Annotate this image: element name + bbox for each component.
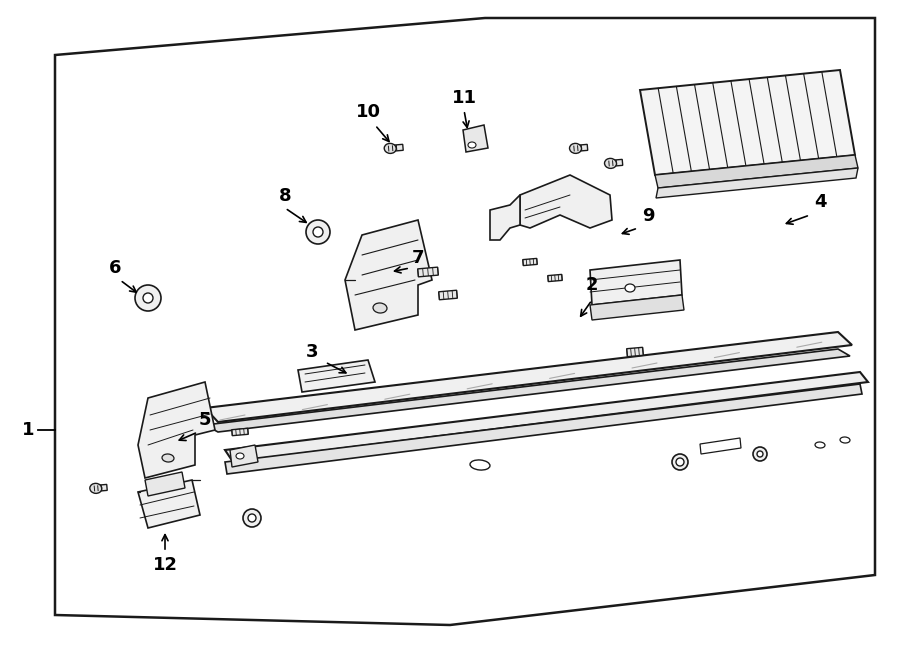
Text: 4: 4: [814, 193, 826, 211]
Ellipse shape: [840, 437, 850, 443]
Polygon shape: [640, 70, 855, 175]
Polygon shape: [590, 260, 682, 305]
Text: 5: 5: [199, 411, 212, 429]
Polygon shape: [438, 290, 457, 300]
Ellipse shape: [135, 285, 161, 311]
Text: 12: 12: [152, 556, 177, 574]
Polygon shape: [205, 349, 850, 432]
Polygon shape: [655, 155, 858, 188]
Text: 9: 9: [642, 207, 654, 225]
Text: 8: 8: [279, 187, 292, 205]
Polygon shape: [225, 372, 868, 462]
Ellipse shape: [625, 284, 635, 292]
Ellipse shape: [162, 454, 174, 462]
Polygon shape: [298, 360, 375, 392]
Polygon shape: [93, 485, 107, 492]
Text: 3: 3: [306, 343, 319, 361]
Ellipse shape: [143, 293, 153, 303]
Ellipse shape: [248, 514, 256, 522]
Ellipse shape: [470, 460, 490, 470]
Polygon shape: [626, 348, 644, 357]
Polygon shape: [230, 445, 258, 467]
Polygon shape: [520, 175, 612, 228]
Ellipse shape: [90, 483, 102, 493]
Polygon shape: [205, 332, 852, 422]
Ellipse shape: [676, 458, 684, 466]
Text: 10: 10: [356, 103, 381, 121]
Polygon shape: [387, 144, 403, 152]
Polygon shape: [463, 125, 488, 152]
Polygon shape: [55, 18, 875, 625]
Text: 1: 1: [22, 421, 34, 439]
Text: 2: 2: [586, 276, 598, 294]
Ellipse shape: [753, 447, 767, 461]
Ellipse shape: [815, 442, 825, 448]
Polygon shape: [232, 428, 248, 436]
Ellipse shape: [757, 451, 763, 457]
Polygon shape: [490, 195, 520, 240]
Ellipse shape: [373, 303, 387, 313]
Polygon shape: [548, 275, 562, 281]
Polygon shape: [608, 160, 623, 167]
Polygon shape: [418, 267, 438, 277]
Polygon shape: [138, 382, 215, 478]
Ellipse shape: [243, 509, 261, 527]
Ellipse shape: [468, 142, 476, 148]
Ellipse shape: [605, 158, 617, 168]
Polygon shape: [523, 258, 537, 265]
Polygon shape: [138, 480, 200, 528]
Polygon shape: [590, 295, 684, 320]
Polygon shape: [572, 144, 588, 152]
Text: 6: 6: [109, 259, 122, 277]
Ellipse shape: [384, 144, 396, 154]
Polygon shape: [345, 220, 432, 330]
Polygon shape: [225, 384, 862, 474]
Ellipse shape: [570, 144, 581, 154]
Polygon shape: [145, 472, 185, 496]
Text: 11: 11: [452, 89, 476, 107]
Ellipse shape: [306, 220, 330, 244]
Ellipse shape: [313, 227, 323, 237]
Text: 7: 7: [412, 249, 424, 267]
Ellipse shape: [672, 454, 688, 470]
Polygon shape: [700, 438, 741, 454]
Ellipse shape: [236, 453, 244, 459]
Polygon shape: [656, 168, 858, 198]
